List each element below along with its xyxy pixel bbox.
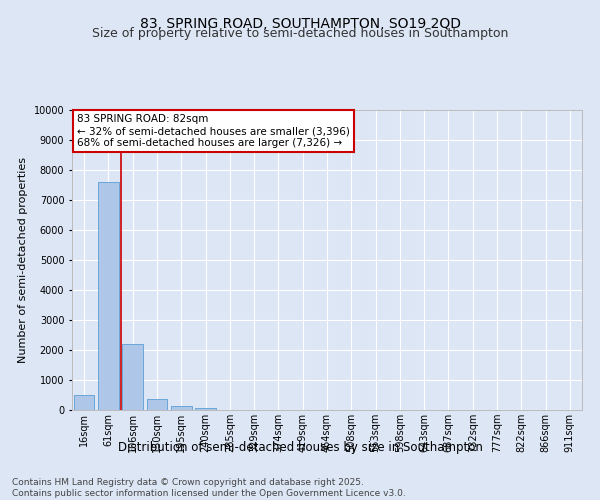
Bar xyxy=(195,408,216,410)
Y-axis label: Number of semi-detached properties: Number of semi-detached properties xyxy=(18,157,28,363)
Bar xyxy=(122,344,143,410)
Bar xyxy=(171,406,191,410)
Bar xyxy=(74,395,94,410)
Bar xyxy=(98,182,119,410)
Bar xyxy=(146,398,167,410)
Text: Contains HM Land Registry data © Crown copyright and database right 2025.
Contai: Contains HM Land Registry data © Crown c… xyxy=(12,478,406,498)
Text: Size of property relative to semi-detached houses in Southampton: Size of property relative to semi-detach… xyxy=(92,28,508,40)
Text: 83 SPRING ROAD: 82sqm
← 32% of semi-detached houses are smaller (3,396)
68% of s: 83 SPRING ROAD: 82sqm ← 32% of semi-deta… xyxy=(77,114,350,148)
Text: Distribution of semi-detached houses by size in Southampton: Distribution of semi-detached houses by … xyxy=(118,441,482,454)
Text: 83, SPRING ROAD, SOUTHAMPTON, SO19 2QD: 83, SPRING ROAD, SOUTHAMPTON, SO19 2QD xyxy=(139,18,461,32)
